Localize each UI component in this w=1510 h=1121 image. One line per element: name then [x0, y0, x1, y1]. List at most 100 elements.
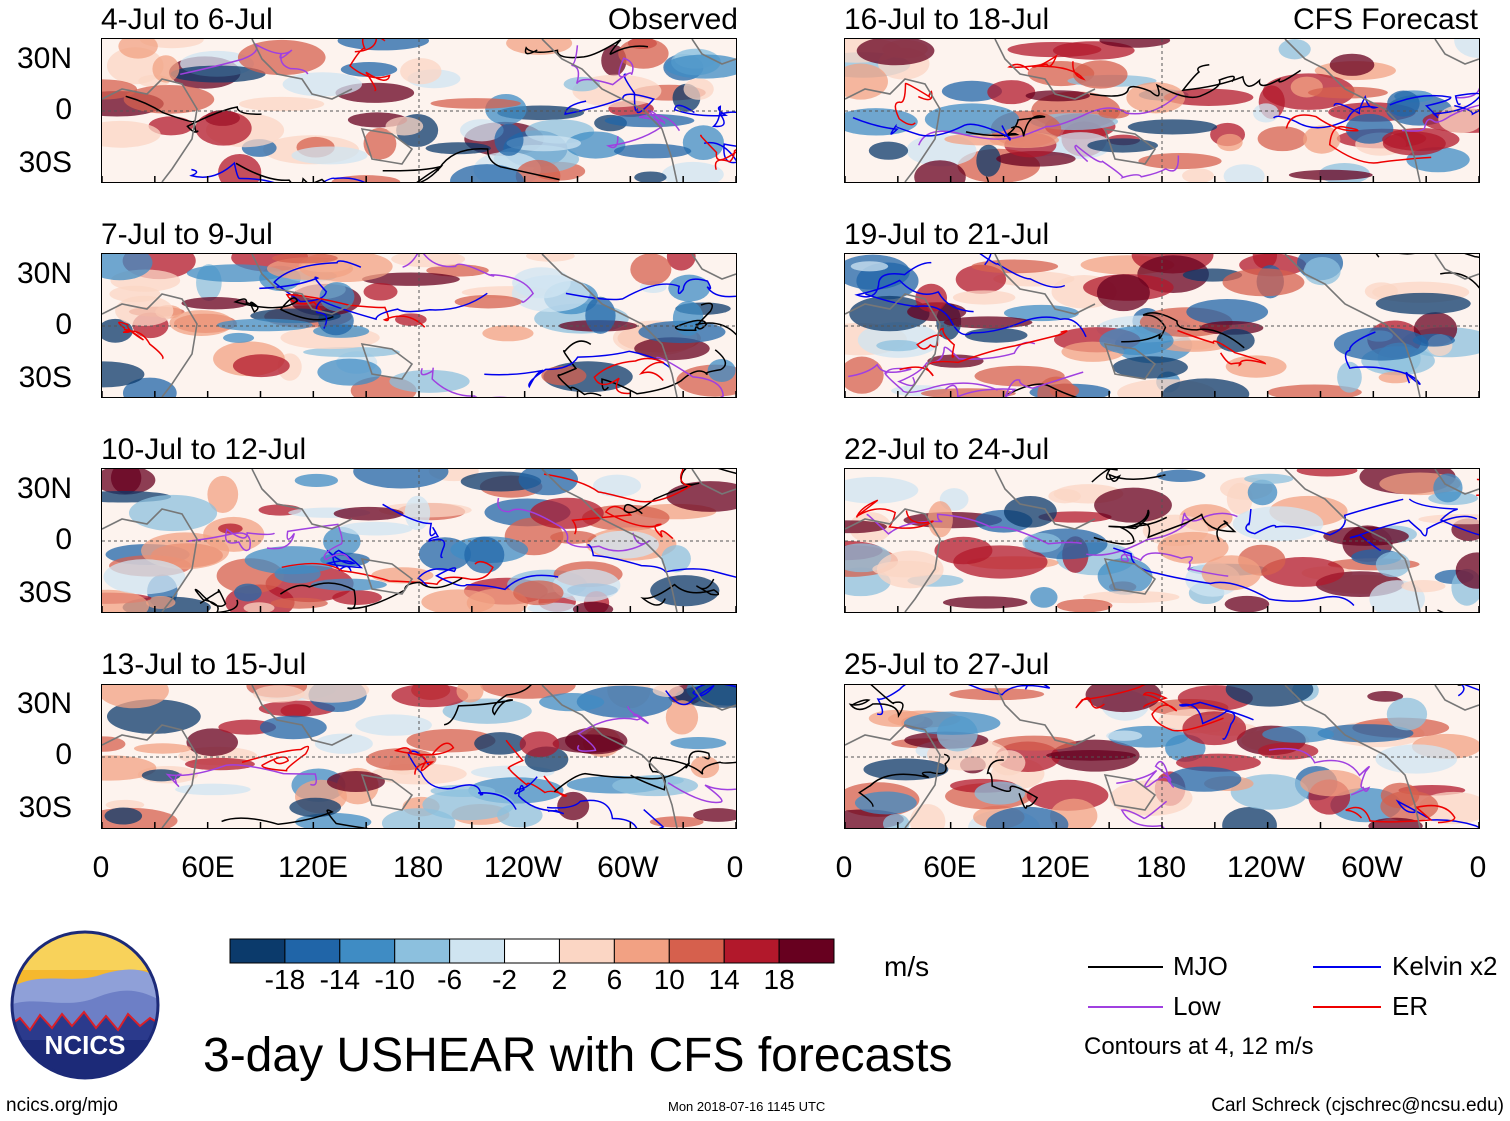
shear-anomaly-blob — [1186, 298, 1269, 325]
shear-anomaly-blob — [634, 171, 667, 182]
units-label: m/s — [884, 951, 930, 982]
panel-7-map — [844, 468, 1480, 613]
wave-contour — [118, 321, 164, 360]
wave-contour — [917, 92, 1180, 146]
coastline — [691, 39, 736, 65]
wave-contour — [1075, 685, 1231, 709]
shear-anomaly-blob — [693, 808, 736, 822]
shear-anomaly-blob — [338, 521, 413, 536]
wave-contour — [281, 560, 494, 586]
lon-label: 60E — [923, 851, 977, 884]
shear-anomaly-blob — [332, 590, 382, 605]
shear-anomaly-blob — [565, 131, 626, 159]
wave-contour — [986, 759, 1039, 809]
wave-contour — [259, 260, 362, 303]
shear-anomaly-blob — [442, 698, 532, 724]
shear-anomaly-blob — [1382, 131, 1446, 156]
wave-contour — [593, 357, 665, 395]
shear-anomaly-blob — [854, 791, 917, 815]
wave-contour — [241, 745, 310, 772]
shear-anomaly-blob — [1252, 254, 1278, 269]
coastline — [251, 685, 353, 746]
lon-label: 0 — [1469, 851, 1487, 884]
colorbar-swatch — [723, 938, 780, 964]
shear-anomaly-blob — [856, 39, 935, 66]
wave-contour — [1074, 144, 1180, 179]
shear-anomaly-blob — [474, 732, 526, 755]
colorbar-tick-label: 6 — [606, 964, 623, 995]
shear-anomaly-blob — [941, 80, 1002, 102]
shear-anomaly-blob — [974, 781, 1026, 805]
coastline — [994, 685, 1096, 746]
author-credit: Carl Schreck (cjschrec@ncsu.edu) — [1211, 1095, 1504, 1116]
wave-contour — [1454, 104, 1479, 116]
shear-anomaly-blob — [118, 39, 158, 59]
shear-anomaly-blob — [280, 704, 312, 718]
shear-anomaly-blob — [927, 501, 953, 538]
coastline — [1284, 469, 1421, 612]
lat-label: 30S — [18, 576, 72, 609]
coastline — [994, 254, 1096, 315]
shear-anomaly-blob — [460, 119, 504, 142]
colorbar-tick-label: -10 — [374, 964, 415, 995]
wave-contour — [1121, 312, 1245, 349]
site-url[interactable]: ncics.org/mjo — [6, 1095, 118, 1116]
wave-contour — [848, 363, 998, 394]
shear-anomaly-blob — [661, 545, 691, 573]
shear-anomaly-blob — [1112, 356, 1188, 379]
coastline — [1103, 773, 1157, 811]
shear-anomaly-blob — [1182, 711, 1247, 746]
coastline — [541, 254, 678, 397]
coastline — [1434, 254, 1479, 280]
panel-5-period: 16-Jul to 18-Jul — [844, 3, 1050, 36]
shear-anomaly-blob — [102, 685, 169, 709]
panel-8-period: 25-Jul to 27-Jul — [844, 648, 1050, 681]
coastline — [251, 254, 353, 315]
wave-contour — [514, 776, 565, 815]
wave-contour — [1268, 747, 1371, 796]
shear-anomaly-blob — [1223, 164, 1265, 182]
shear-anomaly-blob — [244, 546, 340, 575]
shear-anomaly-blob — [1288, 169, 1373, 181]
wave-contour — [897, 341, 1036, 387]
shear-anomaly-blob — [1099, 39, 1171, 48]
coastline — [102, 724, 198, 828]
shear-anomaly-blob — [1232, 506, 1324, 542]
shear-anomaly-blob — [845, 356, 884, 394]
shear-anomaly-blob — [400, 58, 442, 85]
legend-line-mjo — [1088, 966, 1163, 968]
shear-anomaly-blob — [282, 72, 363, 97]
shear-anomaly-blob — [1003, 495, 1057, 528]
shear-anomaly-blob — [141, 532, 230, 570]
coastline — [994, 469, 1096, 530]
shear-anomaly-blob — [102, 254, 153, 281]
wave-contour — [382, 503, 446, 559]
wave-contour — [266, 523, 351, 562]
coastline — [1434, 685, 1479, 711]
wave-contour — [1007, 54, 1086, 81]
shear-anomaly-blob — [185, 757, 255, 771]
lat-label: 30N — [16, 257, 72, 290]
colorbar-tick-label: -18 — [264, 964, 306, 995]
shear-anomaly-blob — [133, 743, 192, 754]
colorbar-swatch — [229, 938, 286, 964]
wave-contour — [876, 685, 1051, 716]
shear-anomaly-blob — [506, 135, 582, 152]
shear-anomaly-blob — [333, 506, 404, 521]
shear-anomaly-blob — [529, 497, 604, 529]
shear-anomaly-blob — [515, 159, 561, 182]
wave-contour — [1116, 760, 1175, 788]
shear-anomaly-blob — [385, 116, 424, 136]
shear-anomaly-blob — [404, 495, 431, 531]
wave-contour — [655, 356, 724, 397]
shear-anomaly-blob — [422, 789, 515, 821]
coastline — [1434, 469, 1479, 495]
shear-anomaly-blob — [253, 685, 305, 703]
panel-2-period: 7-Jul to 9-Jul — [101, 218, 273, 251]
shear-anomaly-blob — [585, 296, 616, 334]
shear-anomaly-blob — [1037, 376, 1076, 397]
panel-4-map — [101, 684, 737, 829]
wave-contour — [402, 254, 535, 303]
panel-3-period: 10-Jul to 12-Jul — [101, 433, 307, 466]
shear-anomaly-blob — [243, 602, 275, 612]
